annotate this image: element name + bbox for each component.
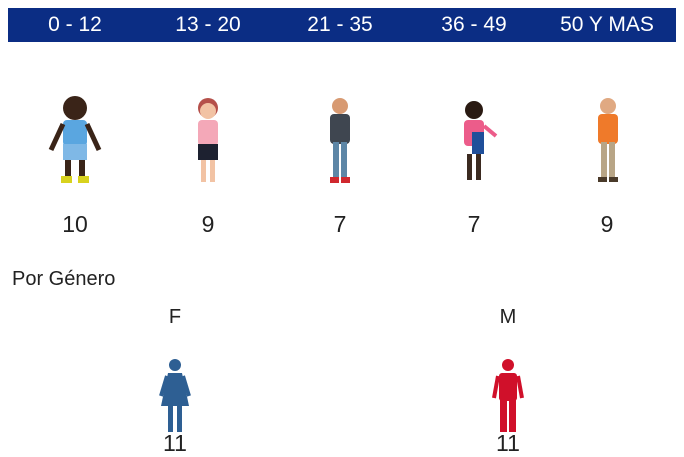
age-label: 50 Y MAS — [542, 8, 672, 42]
adult-figure — [320, 92, 360, 192]
teen-figure — [188, 92, 228, 192]
child-figure — [45, 92, 105, 192]
age-label: 13 - 20 — [143, 8, 273, 42]
age-count: 10 — [35, 211, 115, 238]
age-label: 36 - 49 — [409, 8, 539, 42]
senior-figure — [588, 92, 628, 192]
gender-count: 11 — [468, 430, 548, 457]
gender-label: M — [478, 306, 538, 329]
section-title: Por Género — [12, 268, 115, 291]
female-icon — [158, 358, 192, 434]
page: 0 - 12 13 - 20 21 - 35 36 - 49 50 Y MAS … — [0, 0, 684, 457]
age-count: 9 — [567, 211, 647, 238]
age-label: 0 - 12 — [10, 8, 140, 42]
male-icon — [491, 358, 525, 434]
gender-count: 11 — [135, 430, 215, 457]
age-count: 7 — [434, 211, 514, 238]
age-count: 9 — [168, 211, 248, 238]
age-count: 7 — [300, 211, 380, 238]
gender-label: F — [145, 306, 205, 329]
age-label: 21 - 35 — [275, 8, 405, 42]
adult-figure — [454, 92, 498, 192]
